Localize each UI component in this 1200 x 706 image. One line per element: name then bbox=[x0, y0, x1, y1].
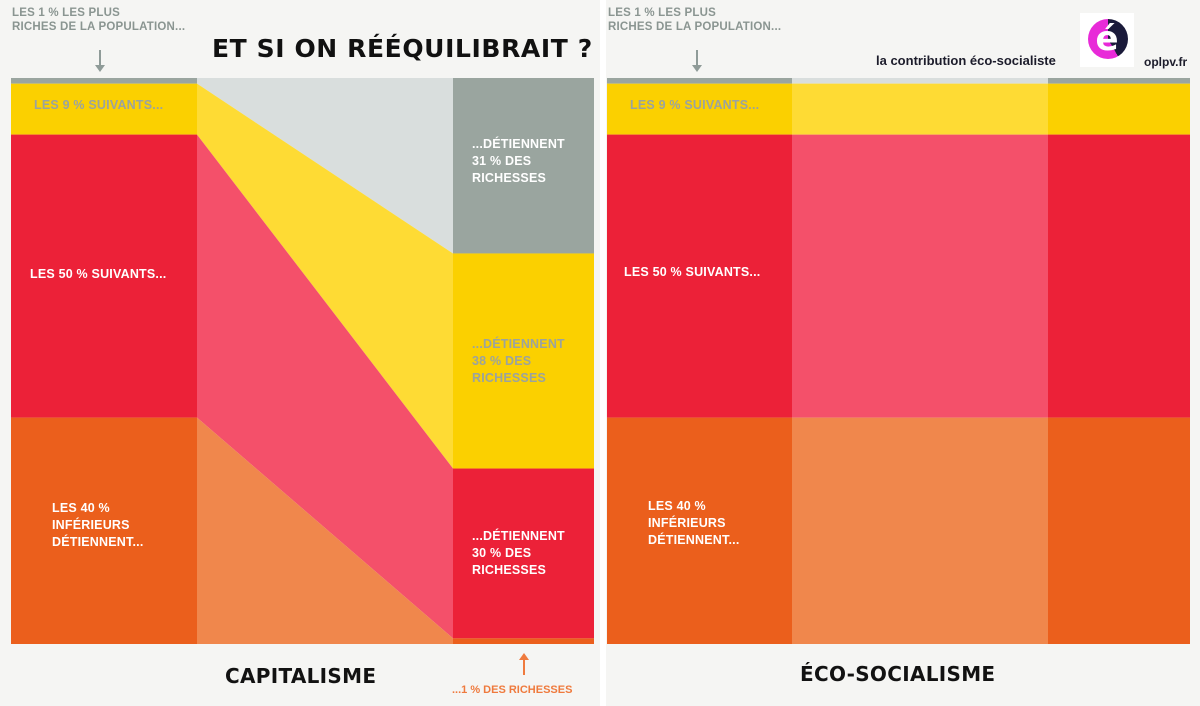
top-one-percent-note-right: LES 1 % LES PLUS RICHES DE LA POPULATION… bbox=[608, 7, 782, 33]
contribution-tagline: la contribution éco-socialiste bbox=[876, 53, 1056, 68]
eco-socialisme-population-bar-next9 bbox=[607, 83, 792, 135]
capitalisme-population-bar-next50 bbox=[11, 134, 197, 418]
eco-socialisme-population-bar-bottom40 bbox=[607, 417, 792, 644]
eco-socialisme-population-bar-top1 bbox=[607, 78, 792, 84]
capitalisme-wealth-bar-bottom40 bbox=[453, 638, 594, 644]
panel-divider bbox=[600, 0, 606, 706]
capitalisme-flow-top1 bbox=[197, 78, 453, 254]
capitalisme-diagram bbox=[11, 78, 594, 644]
down-arrow-icon-right bbox=[692, 50, 702, 72]
one-percent-wealth-note: ...1 % DES RICHESSES bbox=[452, 684, 573, 696]
label-next-9: LES 9 % SUIVANTS... bbox=[34, 98, 164, 112]
logo-ring bbox=[1088, 19, 1128, 59]
label-next-50: LES 50 % SUIVANTS... bbox=[30, 267, 167, 281]
eco-socialisme-flow-top1 bbox=[792, 78, 1048, 84]
capitalisme-flow-next9 bbox=[197, 83, 453, 469]
eco-socialisme-wealth-bar-top1 bbox=[1048, 78, 1190, 84]
eco-socialisme-wealth-bar-next50 bbox=[1048, 134, 1190, 418]
up-arrow-icon bbox=[519, 653, 529, 675]
label-next-50-right: LES 50 % SUIVANTS... bbox=[624, 265, 761, 279]
site-url: oplpv.fr bbox=[1144, 55, 1188, 69]
eco-socialisme-title: ÉCO-SOCIALISME bbox=[800, 662, 996, 686]
logo-letter: é bbox=[1095, 19, 1119, 59]
eco-socialisme-wealth-bar-next9 bbox=[1048, 83, 1190, 135]
eco-socialisme-flow-next50 bbox=[792, 134, 1048, 418]
wealth-label-top-1: ...DÉTIENNENT 31 % DES RICHESSES bbox=[472, 137, 565, 185]
eco-socialisme-flow-bottom40 bbox=[792, 417, 1048, 644]
capitalisme-flow-bottom40 bbox=[197, 417, 453, 644]
capitalisme-wealth-bar-next9 bbox=[453, 253, 594, 469]
eco-socialisme-population-bar-next50 bbox=[607, 134, 792, 418]
eco-socialisme-flow-next9 bbox=[792, 83, 1048, 135]
wealth-label-next-50: ...DÉTIENNENT 30 % DES RICHESSES bbox=[472, 529, 565, 577]
eco-socialisme-diagram bbox=[607, 78, 1190, 644]
label-bottom-40-right: LES 40 % INFÉRIEURS DÉTIENNENT... bbox=[648, 499, 740, 547]
capitalisme-title: CAPITALISME bbox=[225, 664, 377, 688]
capitalisme-population-bar-next9 bbox=[11, 83, 197, 135]
top-one-percent-note: LES 1 % LES PLUS RICHES DE LA POPULATION… bbox=[12, 7, 186, 33]
eco-socialisme-wealth-bar-bottom40 bbox=[1048, 417, 1190, 644]
capitalisme-wealth-bar-top1 bbox=[453, 78, 594, 254]
wealth-label-next-9: ...DÉTIENNENT 38 % DES RICHESSES bbox=[472, 337, 565, 385]
label-next-9-right: LES 9 % SUIVANTS... bbox=[630, 98, 760, 112]
down-arrow-icon bbox=[95, 50, 105, 72]
capitalisme-population-bar-top1 bbox=[11, 78, 197, 84]
label-bottom-40: LES 40 % INFÉRIEURS DÉTIENNENT... bbox=[52, 501, 144, 549]
eco-socialiste-logo: é bbox=[1080, 13, 1134, 67]
capitalisme-wealth-bar-next50 bbox=[453, 468, 594, 639]
capitalisme-flow-next50 bbox=[197, 134, 453, 639]
capitalisme-population-bar-bottom40 bbox=[11, 417, 197, 644]
headline: ET SI ON RÉÉQUILIBRAIT ? bbox=[212, 34, 593, 63]
